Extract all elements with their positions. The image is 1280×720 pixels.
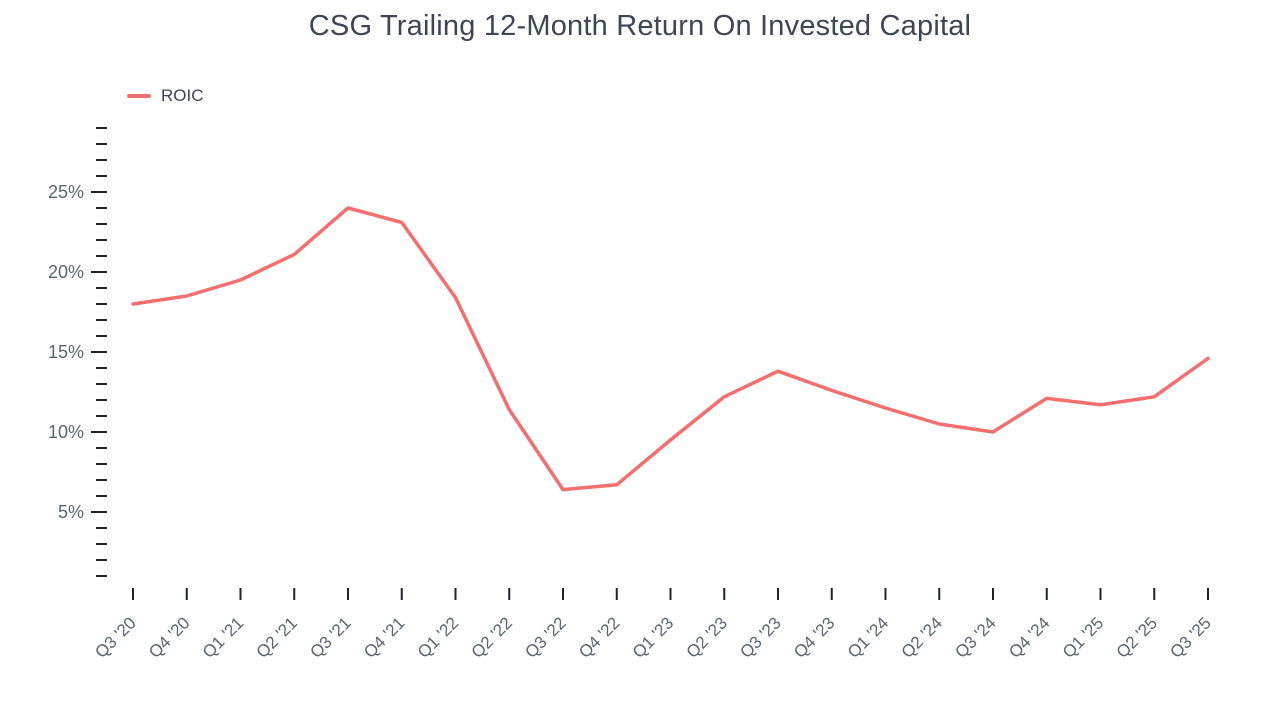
x-axis-ticks [132, 588, 1209, 600]
y-tick-label: 10% [48, 422, 84, 442]
legend-label: ROIC [161, 86, 204, 105]
x-tick-label: Q1 '22 [414, 613, 462, 661]
y-axis-labels: 5% 10% 15% 20% 25% [48, 182, 84, 522]
y-tick-label: 15% [48, 342, 84, 362]
x-tick-label: Q2 '25 [1113, 613, 1161, 661]
x-tick-label: Q3 '22 [521, 613, 569, 661]
y-tick-label: 25% [48, 182, 84, 202]
x-tick-label: Q1 '21 [199, 613, 247, 661]
y-tick-label: 20% [48, 262, 84, 282]
y-tick-label: 5% [58, 502, 84, 522]
x-tick-label: Q3 '20 [91, 613, 139, 661]
x-tick-label: Q3 '21 [306, 613, 354, 661]
x-tick-label: Q1 '24 [844, 613, 892, 661]
x-tick-label: Q2 '22 [468, 613, 516, 661]
x-tick-label: Q1 '23 [629, 613, 677, 661]
x-tick-label: Q2 '23 [683, 613, 731, 661]
x-tick-label: Q2 '21 [253, 613, 301, 661]
x-tick-label: Q3 '24 [951, 613, 999, 661]
x-tick-label: Q3 '25 [1166, 613, 1214, 661]
legend-line-swatch [127, 94, 151, 98]
x-tick-label: Q4 '20 [145, 613, 193, 661]
x-tick-label: Q1 '25 [1059, 613, 1107, 661]
x-tick-label: Q2 '24 [898, 613, 946, 661]
legend: ROIC [127, 86, 204, 106]
x-tick-label: Q4 '23 [790, 613, 838, 661]
x-axis-labels: Q3 '20 Q4 '20 Q1 '21 Q2 '21 Q3 '21 Q4 '21 Q1 '… [91, 613, 1214, 661]
x-tick-label: Q4 '22 [575, 613, 623, 661]
x-tick-label: Q4 '24 [1005, 613, 1053, 661]
x-tick-label: Q4 '21 [360, 613, 408, 661]
x-tick-label: Q3 '23 [736, 613, 784, 661]
y-axis-ticks [91, 127, 107, 577]
series-line-roic [131, 206, 1210, 492]
roic-series-line [131, 206, 1210, 492]
chart-title: CSG Trailing 12-Month Return On Invested… [308, 10, 972, 42]
